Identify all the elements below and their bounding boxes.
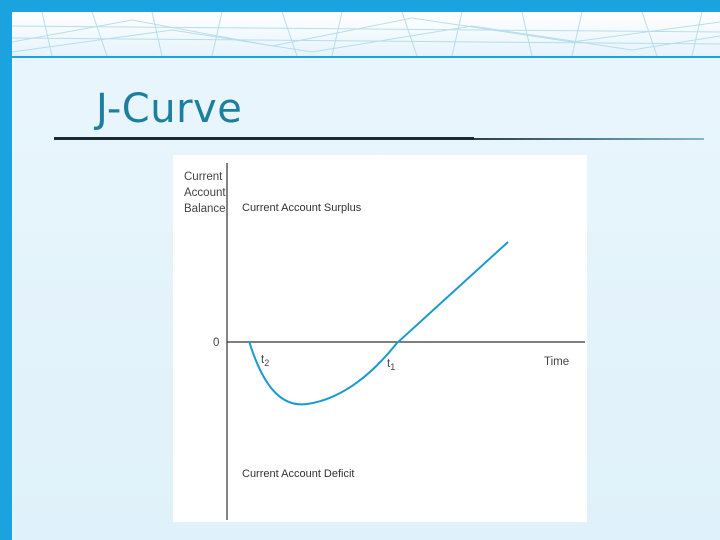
y-axis-label-line-2: Account <box>184 187 226 199</box>
y-axis-label-line-1: Current <box>184 171 223 183</box>
j-curve-line <box>248 241 509 406</box>
y-axis-label-line-3: Balance <box>184 203 226 215</box>
slide-title: J-Curve <box>96 86 243 132</box>
zero-label: 0 <box>213 337 219 349</box>
deficit-label: Current Account Deficit <box>242 468 355 480</box>
j-curve-diagram: Current Account Balance Current Account … <box>173 155 587 522</box>
t2-label: t2 <box>261 354 269 368</box>
surplus-label: Current Account Surplus <box>242 202 362 214</box>
title-underline <box>54 137 704 141</box>
banner-grid-pattern <box>12 12 720 56</box>
banner-decoration <box>12 12 720 56</box>
x-axis-label: Time <box>544 356 569 368</box>
top-banner <box>0 0 720 58</box>
t1-label: t1 <box>387 358 395 372</box>
left-accent-bar <box>0 0 12 540</box>
